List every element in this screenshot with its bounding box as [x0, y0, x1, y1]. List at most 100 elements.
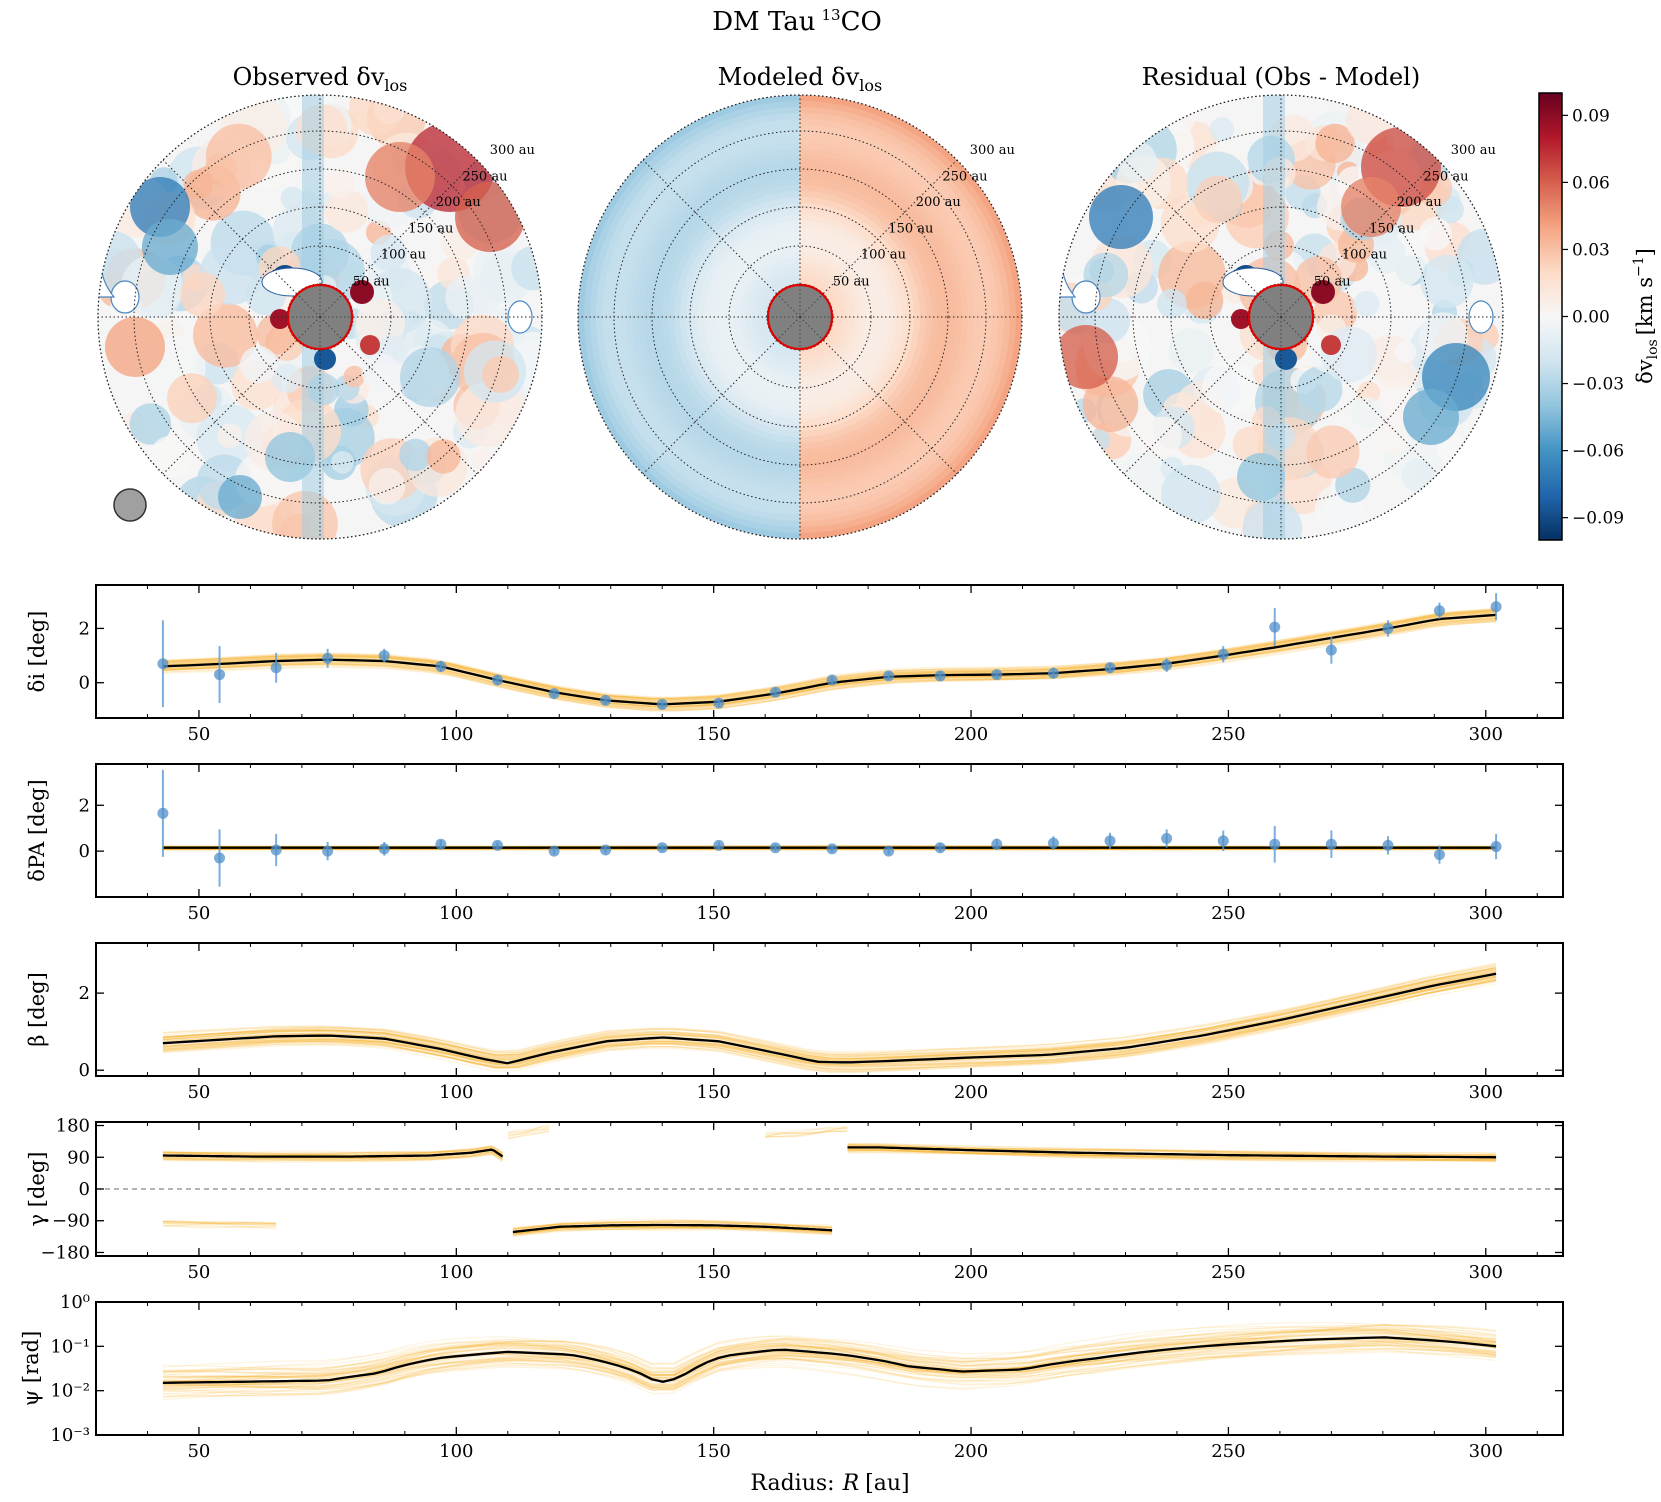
field-blob	[1418, 217, 1452, 251]
x-tick-label: 300	[1469, 724, 1503, 745]
central-grid-line	[1258, 316, 1282, 340]
data-point	[826, 843, 838, 855]
colorbar-tick-label: 0.06	[1572, 173, 1610, 193]
y-axis-label: ψ [rad]	[19, 1331, 43, 1407]
x-tick-label: 250	[1211, 1441, 1245, 1462]
posterior-sample	[162, 1224, 277, 1228]
data-point	[600, 694, 612, 706]
fit-line	[162, 1148, 504, 1158]
posterior-sample	[162, 1151, 503, 1162]
posterior-sample	[162, 1324, 1497, 1386]
data-point	[214, 669, 226, 681]
posterior-sample	[162, 976, 1497, 1070]
fit-line	[162, 1336, 1497, 1385]
plot-area	[157, 769, 1502, 887]
posterior-sample	[162, 1343, 1497, 1398]
posterior-sample	[162, 976, 1497, 1066]
posterior-sample	[162, 1339, 1497, 1389]
field-blob	[205, 123, 272, 190]
posterior-sample	[162, 1331, 1497, 1377]
data-point	[491, 839, 503, 851]
mask-hole	[507, 300, 533, 334]
grid-spoke	[1303, 339, 1439, 475]
posterior-sample	[162, 1326, 1497, 1376]
posterior-sample	[162, 1335, 1497, 1383]
field-blob	[193, 303, 258, 368]
posterior-sample	[512, 1221, 833, 1230]
field-blob	[1335, 467, 1371, 503]
ring-label: 150 au	[408, 221, 453, 236]
polar-panel-title: Modeled δvlos	[718, 63, 882, 95]
colorbar-label: δvlos[km s−1]	[1631, 248, 1661, 384]
posterior-sample	[507, 1128, 550, 1138]
posterior-sample	[162, 978, 1497, 1068]
polar-panel-residual: Residual (Obs - Model) 50 au 100 au 150 au 2…	[1058, 63, 1504, 540]
field-blob	[129, 403, 172, 445]
field-blob	[1157, 288, 1187, 319]
posterior-sample	[847, 1149, 1497, 1161]
grid-ring	[171, 168, 469, 466]
posterior-sample	[162, 1335, 1497, 1377]
posterior-sample	[512, 1220, 833, 1230]
y-axis-label: δPA [deg]	[25, 779, 49, 881]
posterior-sample	[162, 1337, 1497, 1387]
posterior-sample	[847, 1151, 1497, 1162]
colorbar-tick-label: 0.00	[1572, 308, 1610, 328]
posterior-sample	[162, 981, 1497, 1073]
field-blob	[471, 448, 494, 471]
chart-delta-pa: 50 100 150 200 250 300 2 0 δPA [deg]	[25, 763, 1564, 924]
plot-area	[162, 1321, 1497, 1401]
field-blob	[1202, 360, 1257, 416]
posterior-sample	[162, 1338, 1497, 1395]
x-tick-label: 200	[954, 903, 988, 924]
posterior-sample	[162, 1337, 1497, 1390]
posterior-sample	[847, 1150, 1497, 1162]
posterior-sample	[162, 1151, 503, 1160]
posterior-sample	[162, 1350, 1497, 1391]
data-point	[1325, 838, 1337, 850]
mask-hole	[1468, 300, 1494, 334]
posterior-sample	[162, 968, 1497, 1060]
posterior-sample	[512, 1220, 833, 1229]
posterior-sample	[162, 976, 1497, 1071]
posterior-sample	[162, 1342, 1497, 1386]
grid-spoke	[162, 159, 298, 295]
posterior-sample	[162, 967, 1497, 1062]
posterior-sample	[162, 969, 1497, 1060]
posterior-sample	[162, 1346, 1497, 1395]
posterior-sample	[847, 1149, 1497, 1163]
y-axis-label: β [deg]	[25, 972, 49, 1047]
axes-frame	[95, 942, 1564, 1077]
x-tick-label: 300	[1469, 1441, 1503, 1462]
data-point	[1490, 601, 1502, 613]
posterior-sample	[847, 1144, 1497, 1156]
posterior-sample	[847, 1143, 1497, 1156]
panel-border	[1058, 94, 1504, 540]
field-blob	[343, 365, 366, 388]
field-blob	[240, 345, 278, 384]
ring-label: 100 au	[1342, 248, 1387, 263]
posterior-sample	[162, 1222, 277, 1226]
x-tick-label: 50	[187, 1082, 210, 1103]
field-blob	[1401, 458, 1435, 493]
colorbar-tick-label: 0.03	[1572, 240, 1610, 260]
posterior-sample	[162, 1221, 277, 1225]
posterior-sample	[162, 1324, 1497, 1386]
posterior-sample	[162, 1147, 503, 1156]
posterior-sample	[162, 1145, 503, 1156]
figure-title: DM Tau 13CO	[712, 6, 882, 37]
posterior-sample	[162, 980, 1497, 1071]
posterior-sample	[512, 1227, 833, 1237]
posterior-sample	[162, 978, 1497, 1068]
field-blob	[361, 353, 400, 391]
posterior-sample	[507, 1124, 549, 1134]
field-blob	[1315, 123, 1355, 164]
inner-feature-red	[270, 309, 290, 329]
posterior-sample	[162, 620, 1497, 710]
posterior-sample	[162, 969, 1497, 1061]
data-point	[378, 650, 390, 662]
y-tick-label: 10⁻³	[50, 1425, 90, 1446]
posterior-sample	[162, 1344, 1497, 1390]
y-tick-label: 180	[56, 1116, 90, 1137]
